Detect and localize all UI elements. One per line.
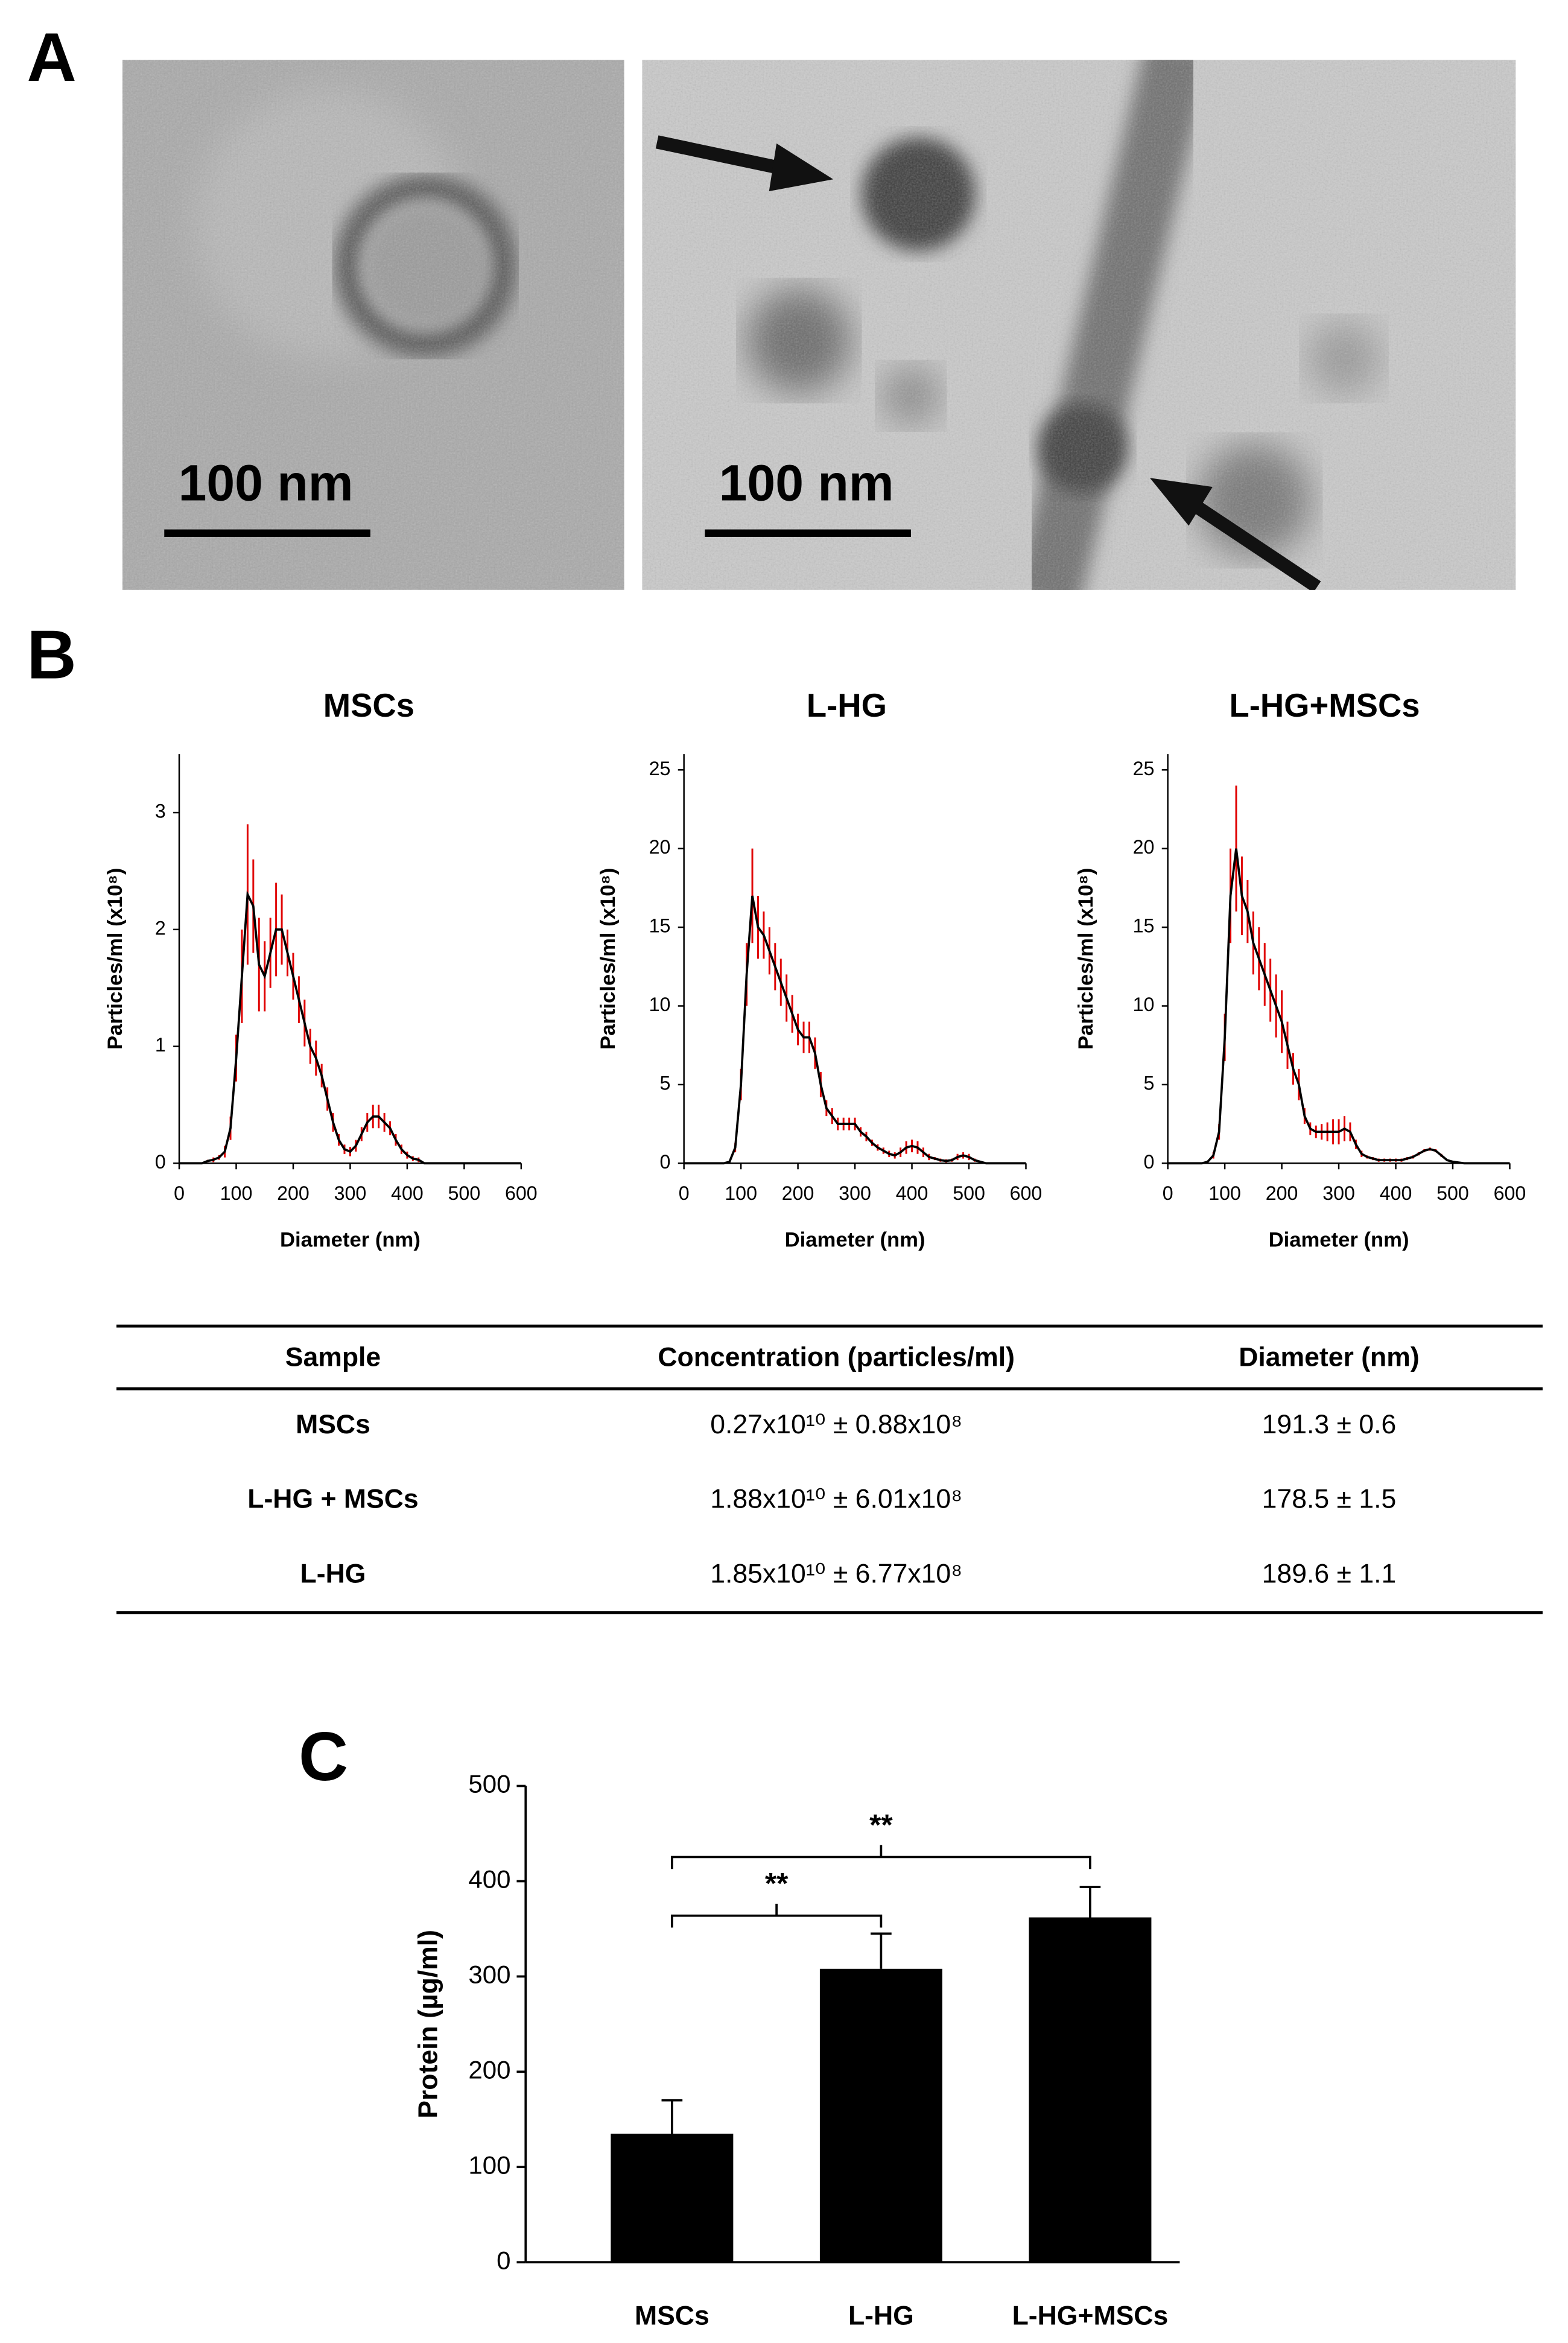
x-tick-label: 600 <box>505 1182 538 1204</box>
y-axis-label: Protein (µg/ml) <box>414 1930 443 2119</box>
x-tick-label: 0 <box>679 1182 690 1204</box>
x-axis-label: Diameter (nm) <box>785 1228 925 1251</box>
x-tick-label: L-HG <box>848 2301 914 2331</box>
chart-title: MSCs <box>323 687 414 724</box>
table-cell: 189.6 ± 1.1 <box>1262 1559 1397 1588</box>
table-header: Concentration (particles/ml) <box>658 1342 1015 1372</box>
x-axis-label: Diameter (nm) <box>280 1228 421 1251</box>
y-tick-label: 400 <box>468 1865 510 1894</box>
significance-bracket <box>671 1845 1091 1869</box>
y-axis-label: Particles/ml (x10⁸) <box>1074 868 1097 1050</box>
x-tick-label: 600 <box>1010 1182 1043 1204</box>
x-tick-label: 200 <box>782 1182 814 1204</box>
panel-label: A <box>27 19 77 96</box>
x-tick-label: 0 <box>174 1182 185 1204</box>
y-axis-label: Particles/ml (x10⁸) <box>104 868 127 1050</box>
x-tick-label: 400 <box>896 1182 928 1204</box>
scale-label: 100 nm <box>719 454 894 511</box>
panel-label: C <box>299 1719 348 1795</box>
x-tick-label: 0 <box>1163 1182 1173 1204</box>
x-tick-label: 200 <box>277 1182 309 1204</box>
table-header: Sample <box>285 1342 381 1372</box>
table-cell: MSCs <box>296 1410 370 1439</box>
scale-label: 100 nm <box>179 454 354 511</box>
bar <box>1029 1917 1152 2263</box>
table-cell: L-HG + MSCs <box>247 1485 418 1514</box>
table-cell: 0.27x10¹⁰ ± 0.88x10⁸ <box>710 1410 962 1439</box>
chart-title: L-HG <box>807 687 887 724</box>
series-line <box>1167 848 1510 1165</box>
y-tick-label: 0 <box>659 1151 670 1173</box>
table-cell: 1.85x10¹⁰ ± 6.77x10⁸ <box>710 1559 962 1588</box>
y-tick-label: 0 <box>497 2246 510 2274</box>
y-tick-label: 5 <box>659 1072 670 1094</box>
y-tick-label: 5 <box>1143 1072 1154 1094</box>
x-tick-label: L-HG+MSCs <box>1012 2301 1169 2331</box>
y-tick-label: 20 <box>1133 836 1155 858</box>
table-header: Diameter (nm) <box>1239 1342 1420 1372</box>
x-tick-label: 200 <box>1266 1182 1298 1204</box>
y-tick-label: 500 <box>468 1770 510 1798</box>
significance-bracket <box>671 1903 883 1928</box>
y-tick-label: 25 <box>649 758 671 779</box>
x-tick-label: 400 <box>391 1182 424 1204</box>
x-tick-label: 300 <box>334 1182 367 1204</box>
error-bar <box>661 2099 683 2134</box>
panel-label: B <box>27 617 77 693</box>
y-tick-label: 3 <box>155 801 166 822</box>
error-bar <box>871 1932 892 1969</box>
error-bar <box>1079 1886 1101 1918</box>
y-tick-label: 2 <box>155 917 166 939</box>
y-tick-label: 25 <box>1133 758 1155 779</box>
y-tick-label: 10 <box>649 994 671 1015</box>
y-tick-label: 0 <box>155 1151 166 1173</box>
y-tick-label: 15 <box>1133 915 1155 937</box>
y-tick-label: 200 <box>468 2055 510 2084</box>
micrograph <box>642 60 1516 590</box>
y-tick-label: 15 <box>649 915 671 937</box>
x-tick-label: 100 <box>220 1182 253 1204</box>
x-tick-label: 100 <box>725 1182 757 1204</box>
table <box>116 1324 1543 1614</box>
x-tick-label: 400 <box>1380 1182 1412 1204</box>
series-line <box>179 890 521 1165</box>
x-tick-label: 300 <box>839 1182 871 1204</box>
x-axis-label: Diameter (nm) <box>1269 1228 1409 1251</box>
y-tick-label: 300 <box>468 1961 510 1989</box>
chart-title: L-HG+MSCs <box>1229 687 1420 724</box>
bar <box>819 1968 942 2263</box>
table-cell: L-HG <box>300 1559 366 1588</box>
table-cell: 178.5 ± 1.5 <box>1262 1485 1397 1514</box>
x-tick-label: 500 <box>448 1182 481 1204</box>
x-tick-label: 600 <box>1494 1182 1526 1204</box>
y-tick-label: 10 <box>1133 994 1155 1015</box>
micrograph <box>122 60 624 590</box>
y-tick-label: 100 <box>468 2151 510 2179</box>
significance-label: ** <box>765 1867 789 1900</box>
bar <box>611 2133 734 2263</box>
x-tick-label: 300 <box>1322 1182 1355 1204</box>
x-tick-label: MSCs <box>635 2301 709 2331</box>
table-cell: 1.88x10¹⁰ ± 6.01x10⁸ <box>710 1485 962 1514</box>
x-tick-label: 100 <box>1208 1182 1241 1204</box>
x-tick-label: 500 <box>953 1182 985 1204</box>
y-axis-label: Particles/ml (x10⁸) <box>597 868 620 1050</box>
x-tick-label: 500 <box>1436 1182 1469 1204</box>
y-tick-label: 20 <box>649 836 671 858</box>
y-tick-label: 1 <box>155 1034 166 1056</box>
y-tick-label: 0 <box>1143 1151 1154 1173</box>
table-cell: 191.3 ± 0.6 <box>1262 1410 1397 1439</box>
significance-label: ** <box>869 1809 893 1842</box>
series-line <box>684 895 1026 1165</box>
